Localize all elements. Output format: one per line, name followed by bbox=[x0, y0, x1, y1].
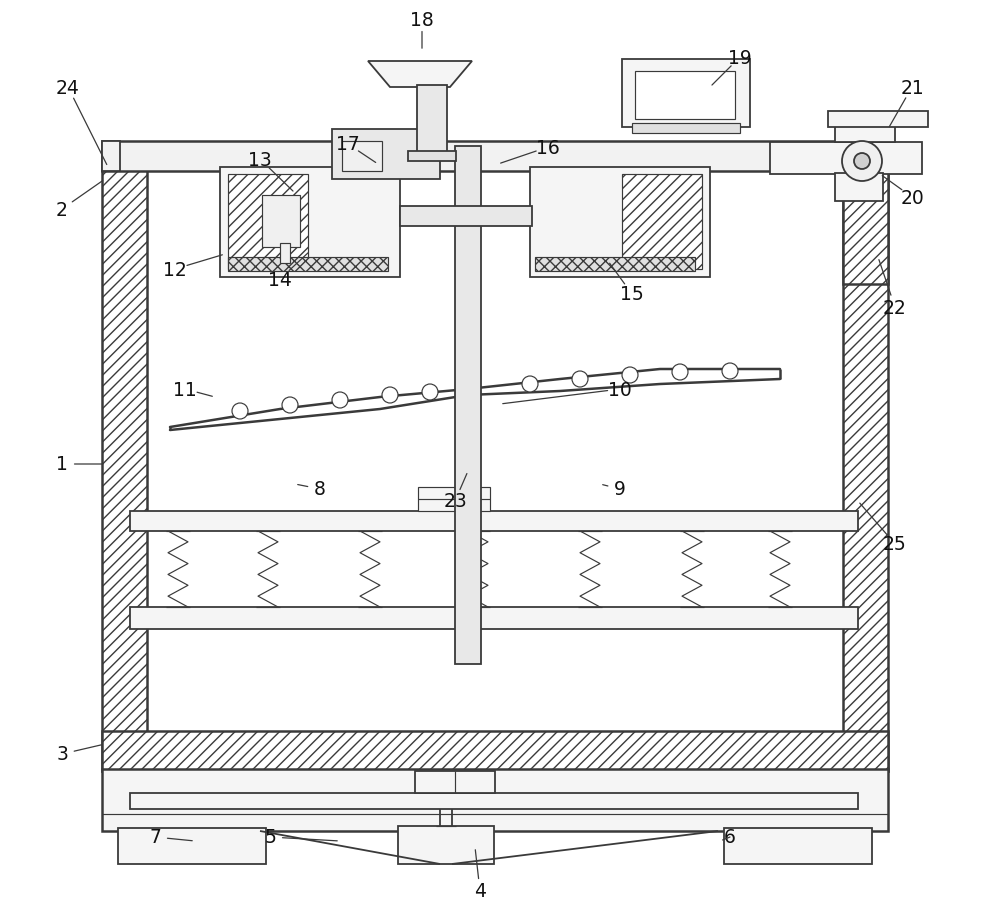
Circle shape bbox=[672, 365, 688, 380]
Bar bbox=[417, 85, 447, 158]
Bar bbox=[828, 112, 928, 128]
Bar bbox=[130, 793, 858, 809]
Bar bbox=[455, 147, 481, 664]
Circle shape bbox=[622, 368, 638, 383]
Text: 18: 18 bbox=[410, 10, 434, 29]
Bar bbox=[220, 168, 400, 278]
Text: 9: 9 bbox=[614, 480, 626, 499]
Text: 22: 22 bbox=[883, 298, 907, 317]
Text: 6: 6 bbox=[724, 828, 736, 846]
Text: 3: 3 bbox=[56, 744, 68, 764]
Bar bbox=[843, 162, 888, 771]
Bar bbox=[632, 124, 740, 134]
Circle shape bbox=[232, 403, 248, 420]
Bar bbox=[724, 828, 872, 864]
Bar bbox=[835, 174, 883, 202]
Bar bbox=[130, 607, 858, 630]
Bar bbox=[102, 769, 888, 831]
Bar bbox=[415, 771, 495, 793]
Circle shape bbox=[282, 398, 298, 414]
Bar bbox=[342, 142, 382, 172]
Text: 13: 13 bbox=[248, 151, 272, 169]
Bar bbox=[398, 826, 494, 864]
Circle shape bbox=[572, 371, 588, 388]
Bar bbox=[262, 196, 300, 248]
Text: 5: 5 bbox=[264, 828, 276, 846]
Bar bbox=[400, 207, 532, 227]
Bar bbox=[635, 72, 735, 119]
Text: 19: 19 bbox=[728, 49, 752, 67]
Bar bbox=[102, 142, 888, 172]
Text: 15: 15 bbox=[620, 285, 644, 304]
Bar bbox=[408, 152, 456, 162]
Text: 4: 4 bbox=[474, 881, 486, 901]
Text: 1: 1 bbox=[56, 455, 68, 474]
Polygon shape bbox=[368, 62, 472, 88]
Text: 2: 2 bbox=[56, 200, 68, 220]
Text: 25: 25 bbox=[883, 535, 907, 554]
Text: 14: 14 bbox=[268, 270, 292, 289]
Bar bbox=[418, 487, 490, 512]
Circle shape bbox=[382, 388, 398, 403]
Bar bbox=[280, 244, 290, 264]
Bar bbox=[843, 167, 888, 285]
Text: 7: 7 bbox=[149, 828, 161, 846]
Bar bbox=[102, 732, 888, 771]
Circle shape bbox=[842, 142, 882, 182]
Bar bbox=[770, 142, 922, 175]
Bar bbox=[228, 175, 308, 269]
Bar bbox=[622, 175, 702, 269]
Text: 12: 12 bbox=[163, 260, 187, 279]
Bar bbox=[228, 257, 388, 272]
Text: 11: 11 bbox=[173, 380, 197, 399]
Text: 16: 16 bbox=[536, 139, 560, 157]
Bar bbox=[102, 142, 120, 172]
Text: 17: 17 bbox=[336, 135, 360, 154]
Bar bbox=[130, 512, 858, 531]
Circle shape bbox=[332, 392, 348, 409]
Text: 24: 24 bbox=[56, 78, 80, 97]
Circle shape bbox=[722, 364, 738, 380]
Circle shape bbox=[854, 153, 870, 170]
Text: 21: 21 bbox=[900, 78, 924, 97]
Bar bbox=[102, 162, 147, 771]
Text: 10: 10 bbox=[608, 380, 632, 399]
Circle shape bbox=[422, 384, 438, 401]
Circle shape bbox=[522, 377, 538, 392]
Bar bbox=[332, 130, 440, 180]
Bar bbox=[835, 125, 895, 142]
Bar bbox=[535, 257, 695, 272]
Text: 23: 23 bbox=[443, 492, 467, 511]
Bar bbox=[530, 168, 710, 278]
Bar bbox=[622, 60, 750, 128]
Text: 8: 8 bbox=[314, 480, 326, 499]
Text: 20: 20 bbox=[900, 188, 924, 208]
Bar bbox=[118, 828, 266, 864]
